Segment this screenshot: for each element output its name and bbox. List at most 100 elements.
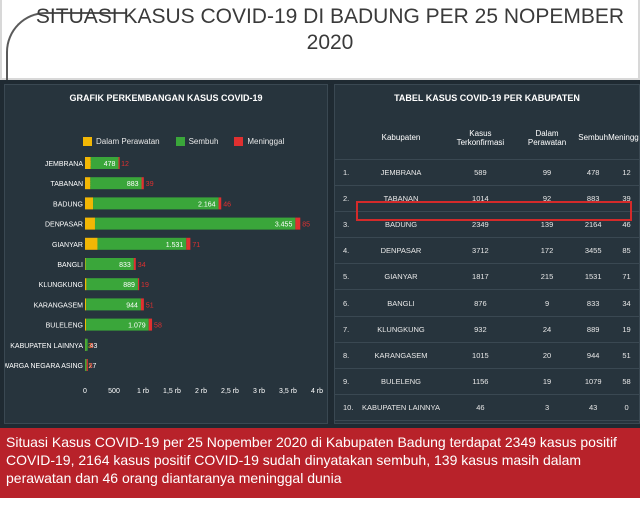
data-label-sembuh: 478 — [104, 161, 116, 168]
header-decoration — [6, 12, 126, 80]
data-label-meninggal: 34 — [138, 262, 146, 269]
cell-meninggal: 39 — [608, 185, 639, 212]
chart-panel: GRAFIK PERKEMBANGAN KASUS COVID-19 Dalam… — [4, 84, 328, 424]
bar-meninggal — [186, 237, 191, 250]
bar-meninggal — [86, 359, 88, 371]
legend-item-meninggal: Meninggal — [234, 137, 284, 146]
cell-perawatan: 92 — [515, 185, 579, 212]
bar-perawatan — [85, 237, 98, 250]
legend-label-perawatan: Dalam Perawatan — [96, 137, 160, 146]
legend-item-perawatan: Dalam Perawatan — [83, 137, 160, 146]
dashboard: GRAFIK PERKEMBANGAN KASUS COVID-19 Dalam… — [0, 80, 640, 428]
x-tick-label: 3,5 rb — [279, 388, 297, 395]
category-label: JEMBRANA — [45, 161, 83, 168]
bar-sembuh — [93, 197, 219, 210]
cell-row-number: 7. — [335, 316, 357, 343]
page-title: SITUASI KASUS COVID-19 DI BADUNG PER 25 … — [35, 5, 625, 54]
cell-terkonfirmasi: 46 — [445, 394, 516, 422]
cell-sembuh: 2164 — [578, 211, 609, 239]
x-tick-label: 1 rb — [137, 388, 149, 395]
bar-perawatan — [85, 217, 95, 230]
cell-sembuh: 944 — [578, 342, 609, 370]
data-label-meninggal: 85 — [302, 222, 310, 229]
cell-terkonfirmasi: 932 — [445, 316, 516, 343]
data-label-sembuh: 43 — [90, 343, 98, 350]
table-row: 6. BANGLI 876 9 833 34 — [335, 289, 639, 317]
x-tick-label: 1,5 rb — [163, 388, 181, 395]
data-label-perawatan: 1 — [88, 363, 92, 370]
data-label-meninggal: 51 — [146, 302, 154, 309]
cell-kabupaten: GIANYAR — [357, 263, 445, 291]
data-label-meninggal: 0 — [90, 343, 94, 350]
bar-sembuh — [90, 177, 142, 190]
cell-meninggal: 58 — [608, 368, 639, 396]
table-panel: TABEL KASUS COVID-19 PER KABUPATEN Kabup… — [334, 84, 640, 424]
cell-meninggal: 12 — [608, 159, 639, 186]
chart-legend: Dalam Perawatan Sembuh Meninggal — [83, 137, 284, 146]
cell-perawatan: 139 — [515, 211, 579, 239]
cell-perawatan: 172 — [515, 237, 579, 265]
cell-sembuh: 833 — [578, 289, 609, 317]
cell-row-number: 4. — [335, 237, 357, 265]
cell-perawatan: 3 — [515, 394, 579, 422]
cell-sembuh: 478 — [578, 159, 609, 186]
cell-row-number: 5. — [335, 263, 357, 291]
category-label: BANGLI — [57, 262, 83, 269]
legend-swatch-sembuh — [175, 137, 185, 146]
table-row: 9. BULELENG 1156 19 1079 58 — [335, 368, 639, 396]
cell-kabupaten: BADUNG — [357, 211, 445, 239]
bar-perawatan — [85, 177, 91, 190]
cell-sembuh: 883 — [578, 185, 609, 212]
cell-kabupaten: BANGLI — [357, 289, 445, 317]
data-label-sembuh: 889 — [123, 282, 135, 289]
table-header-no — [335, 117, 357, 160]
category-label: BULELENG — [46, 323, 83, 330]
cell-terkonfirmasi: 589 — [445, 159, 516, 186]
cell-kabupaten: DENPASAR — [357, 237, 445, 265]
cell-terkonfirmasi: 1817 — [445, 263, 516, 291]
data-label-perawatan: 3 — [88, 343, 92, 350]
cell-row-number: 11. — [335, 420, 357, 423]
data-label-sembuh: 2.164 — [198, 201, 216, 208]
data-label-meninggal: 46 — [223, 201, 231, 208]
bar-meninggal — [140, 298, 144, 311]
category-label: GIANYAR — [52, 242, 83, 249]
category-label: TABANAN — [50, 181, 83, 188]
table-header-kabupaten: Kabupaten — [357, 117, 445, 160]
cell-row-number: 10. — [335, 394, 357, 422]
data-label-meninggal: 3 — [89, 363, 93, 370]
cell-meninggal: 51 — [608, 342, 639, 370]
bar-perawatan — [85, 298, 87, 311]
cell-row-number: 8. — [335, 342, 357, 370]
bar-meninggal — [137, 278, 140, 291]
data-label-sembuh: 944 — [126, 302, 138, 309]
table-row: 7. KLUNGKUNG 932 24 889 19 — [335, 316, 639, 343]
cell-row-number: 1. — [335, 159, 357, 186]
table-title: TABEL KASUS COVID-19 PER KABUPATEN — [394, 93, 580, 103]
cell-perawatan: 24 — [515, 316, 579, 343]
category-label: DENPASAR — [45, 222, 83, 229]
data-label-meninggal: 71 — [192, 242, 200, 249]
chart-title: GRAFIK PERKEMBANGAN KASUS COVID-19 — [69, 93, 263, 103]
cell-terkonfirmasi: 31 — [445, 420, 516, 423]
cell-terkonfirmasi: 1015 — [445, 342, 516, 370]
legend-swatch-meninggal — [234, 137, 244, 146]
bar-perawatan — [85, 318, 87, 331]
cell-meninggal: 71 — [608, 263, 639, 291]
data-label-sembuh: 883 — [127, 181, 139, 188]
table-header-perawatan: Dalam Perawatan — [515, 117, 579, 160]
cell-terkonfirmasi: 1156 — [445, 368, 516, 396]
table-row: 3. BADUNG 2349 139 2164 46 — [335, 211, 639, 239]
cell-kabupaten: KABUPATEN LAINNYA — [357, 394, 445, 422]
cell-row-number: 2. — [335, 185, 357, 212]
data-label-perawatan: 215 — [88, 242, 100, 249]
cell-row-number: 3. — [335, 211, 357, 239]
cell-sembuh: 43 — [578, 394, 609, 422]
table-row: 2. TABANAN 1014 92 883 39 — [335, 185, 639, 212]
x-tick-label: 4 rb — [311, 388, 323, 395]
cell-terkonfirmasi: 3712 — [445, 237, 516, 265]
x-tick-label: 2,5 rb — [221, 388, 239, 395]
cell-kabupaten: BULELENG — [357, 368, 445, 396]
data-label-sembuh: 1.079 — [128, 323, 146, 330]
bottom-strip — [0, 498, 640, 518]
